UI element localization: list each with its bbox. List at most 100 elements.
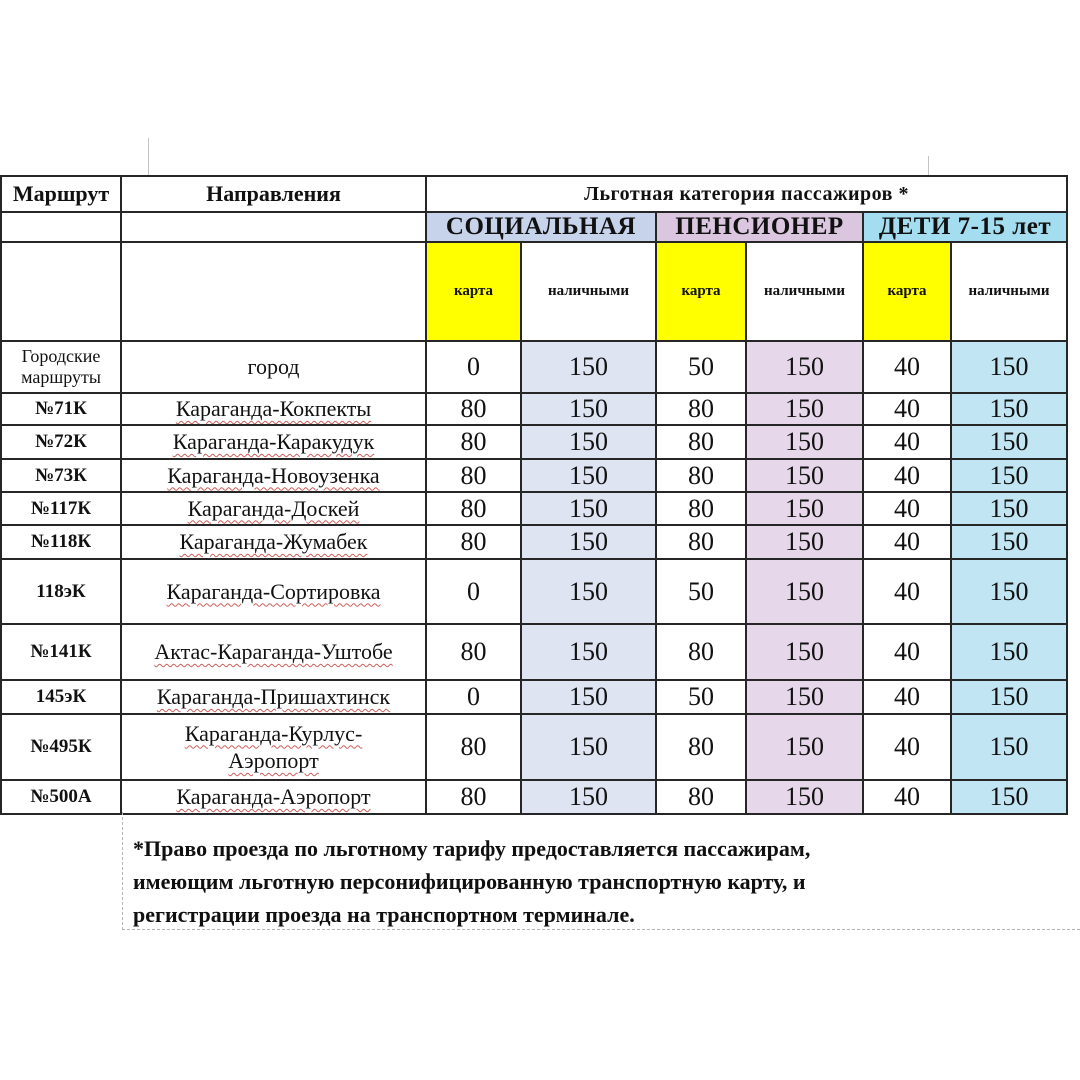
fare-cash-cell: 150	[520, 623, 657, 681]
fare-cash-cell: 150	[949, 458, 1069, 493]
direction-cell: Караганда-Курлус-Аэропорт	[120, 713, 427, 781]
fare-cash-cell: 150	[745, 458, 864, 493]
direction-cell: Караганда-Пришахтинск	[120, 679, 427, 715]
fare-card-cell: 80	[425, 623, 522, 681]
fare-card-cell: 80	[425, 779, 522, 815]
fare-cash-cell: 150	[745, 491, 864, 526]
direction-text: Караганда-Каракудук	[172, 429, 375, 454]
table-row: №495К Караганда-Курлус-Аэропорт 80 150 80 150…	[0, 713, 1069, 781]
fare-cash-cell: 150	[745, 623, 864, 681]
fare-card-cell: 40	[862, 491, 952, 526]
fare-cash-cell: 150	[745, 713, 864, 781]
fare-card-cell: 40	[862, 558, 952, 625]
fare-cash-cell: 150	[520, 392, 657, 426]
fare-card-cell: 80	[655, 491, 747, 526]
table-row: 145эК Караганда-Пришахтинск 0 150 50 150 40 150	[0, 679, 1069, 715]
directions-column-header: Направления	[120, 175, 427, 213]
direction-cell: Караганда-Новоузенка	[120, 458, 427, 493]
fare-cash-cell: 150	[745, 524, 864, 560]
fare-card-cell: 80	[425, 424, 522, 460]
fare-cash-cell: 150	[949, 340, 1069, 394]
fare-card-cell: 40	[862, 340, 952, 394]
direction-cell: Караганда-Доскей	[120, 491, 427, 526]
fare-cash-cell: 150	[520, 524, 657, 560]
card-header: карта	[862, 241, 952, 342]
direction-text: Караганда-Сортировка	[166, 578, 381, 604]
fare-table-body: Городские маршруты город 0 150 50 150 40 150 №71…	[0, 340, 1069, 815]
table-row: №500А Караганда-Аэропорт 80 150 80 150 40 150	[0, 779, 1069, 815]
fare-cash-cell: 150	[745, 679, 864, 715]
fare-cash-cell: 150	[949, 424, 1069, 460]
route-cell: №118К	[0, 524, 122, 560]
fare-cash-cell: 150	[949, 524, 1069, 560]
fare-card-cell: 80	[655, 623, 747, 681]
empty-cell	[120, 241, 427, 342]
route-column-header: Маршрут	[0, 175, 122, 213]
fare-card-cell: 80	[655, 424, 747, 460]
fare-cash-cell: 150	[745, 340, 864, 394]
route-cell: Городские маршруты	[0, 340, 122, 394]
header-row-main: Маршрут Направления Льготная категория п…	[0, 175, 1069, 213]
fare-card-cell: 0	[425, 558, 522, 625]
fare-cash-cell: 150	[949, 491, 1069, 526]
direction-text: Актас-Караганда-Уштобе	[154, 639, 393, 664]
fare-card-cell: 40	[862, 524, 952, 560]
direction-text: Караганда-Пришахтинск	[156, 684, 391, 709]
page-break-mark	[148, 138, 149, 175]
header-row-categories: СОЦИАЛЬНАЯ ПЕНСИОНЕР ДЕТИ 7-15 лет	[0, 211, 1069, 243]
direction-cell: Караганда-Сортировка	[120, 558, 427, 625]
fare-card-cell: 40	[862, 424, 952, 460]
fare-cash-cell: 150	[520, 779, 657, 815]
empty-cell	[0, 241, 122, 342]
fare-card-cell: 40	[862, 458, 952, 493]
category-title-header: Льготная категория пассажиров *	[424, 175, 1069, 213]
footnote-line: *Право проезда по льготному тарифу предо…	[133, 836, 811, 861]
header-row-paytypes: карта наличными карта наличными карта на…	[0, 241, 1069, 342]
fare-card-cell: 40	[862, 679, 952, 715]
fare-cash-cell: 150	[949, 713, 1069, 781]
direction-cell: Караганда-Кокпекты	[120, 392, 427, 426]
fare-card-cell: 80	[655, 713, 747, 781]
route-cell: №141К	[0, 623, 122, 681]
fare-card-cell: 40	[862, 623, 952, 681]
fare-card-cell: 0	[425, 340, 522, 394]
direction-cell: город	[120, 340, 427, 394]
route-cell: №71К	[0, 392, 122, 426]
fare-cash-cell: 150	[520, 424, 657, 460]
footnote-line: имеющим льготную персонифицированную тра…	[133, 869, 806, 894]
route-cell: №495К	[0, 713, 122, 781]
fare-card-cell: 0	[425, 679, 522, 715]
fare-card-cell: 80	[425, 491, 522, 526]
fare-table: Маршрут Направления Льготная категория п…	[0, 175, 1069, 815]
fare-cash-cell: 150	[520, 713, 657, 781]
cash-header: наличными	[520, 241, 657, 342]
fare-cash-cell: 150	[745, 424, 864, 460]
category-header-children: ДЕТИ 7-15 лет	[861, 211, 1069, 243]
fare-cash-cell: 150	[745, 779, 864, 815]
table-row: №71К Караганда-Кокпекты 80 150 80 150 40 150	[0, 392, 1069, 426]
route-cell: №72К	[0, 424, 122, 460]
fare-card-cell: 50	[655, 679, 747, 715]
fare-cash-cell: 150	[520, 558, 657, 625]
direction-cell: Караганда-Каракудук	[120, 424, 427, 460]
footnote-text: *Право проезда по льготному тарифу предо…	[123, 812, 933, 931]
direction-text: Караганда-Новоузенка	[167, 462, 380, 488]
fare-cash-cell: 150	[520, 458, 657, 493]
page-break-mark	[928, 156, 929, 175]
fare-cash-cell: 150	[949, 779, 1069, 815]
card-header: карта	[425, 241, 522, 342]
route-cell: 145эК	[0, 679, 122, 715]
fare-card-cell: 40	[862, 392, 952, 426]
fare-card-cell: 80	[655, 779, 747, 815]
direction-text: Караганда-Доскей	[187, 495, 360, 521]
table-row: Городские маршруты город 0 150 50 150 40 150	[0, 340, 1069, 394]
fare-card-cell: 80	[425, 713, 522, 781]
fare-card-cell: 80	[425, 392, 522, 426]
category-header-pensioner: ПЕНСИОНЕР	[655, 211, 864, 243]
route-cell: №117К	[0, 491, 122, 526]
footnote-line: регистрации проезда на транспортном терм…	[133, 902, 635, 927]
table-row: №73К Караганда-Новоузенка 80 150 80 150 40 150	[0, 458, 1069, 493]
fare-card-cell: 80	[655, 392, 747, 426]
fare-cash-cell: 150	[520, 491, 657, 526]
fare-card-cell: 40	[862, 779, 952, 815]
